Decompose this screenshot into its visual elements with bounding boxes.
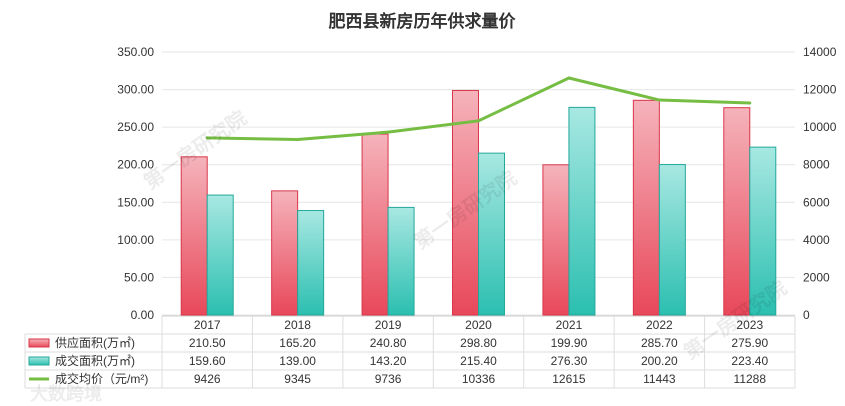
price-point — [205, 136, 209, 140]
bar-deal — [297, 210, 325, 316]
y-left-tick-label: 300.00 — [117, 83, 154, 97]
table-cell: 276.30 — [551, 354, 588, 368]
bar-supply — [180, 156, 208, 316]
price-point — [748, 101, 752, 105]
table-cell: 298.80 — [460, 336, 497, 350]
price-point — [296, 137, 300, 141]
bar-deal — [749, 146, 777, 316]
x-tick-label: 2023 — [736, 318, 763, 332]
x-tick-label: 2018 — [284, 318, 311, 332]
table-cell: 139.00 — [279, 354, 316, 368]
bar-supply — [452, 89, 479, 316]
table-cell: 11288 — [734, 372, 767, 386]
bar-supply — [361, 133, 389, 316]
y-left-tick-label: 50.00 — [124, 270, 154, 284]
y-left-tick-label: 100.00 — [117, 233, 154, 247]
y-right-tick-label: 2000 — [803, 270, 830, 284]
legend-swatch — [28, 338, 50, 348]
x-tick-label: 2020 — [465, 318, 492, 332]
table-cell: 165.20 — [279, 336, 316, 350]
y-right-tick-label: 0 — [803, 308, 810, 322]
bar-deal — [478, 152, 505, 316]
logo-watermark: 大数跨境 — [30, 383, 102, 405]
price-point — [567, 76, 571, 80]
y-left-tick-label: 250.00 — [117, 120, 154, 134]
legend-label: 成交面积(万㎡) — [55, 353, 135, 368]
y-left-tick-label: 150.00 — [117, 195, 154, 209]
table-cell: 199.90 — [551, 336, 588, 350]
price-point — [477, 119, 480, 123]
x-tick-label: 2022 — [646, 318, 673, 332]
table-cell: 285.70 — [641, 336, 678, 350]
table-cell: 210.50 — [189, 336, 226, 350]
y-right-tick-label: 8000 — [803, 158, 830, 172]
y-right-tick-label: 10000 — [803, 120, 837, 134]
table-cell: 11443 — [643, 372, 676, 386]
x-tick-label: 2021 — [556, 318, 583, 332]
bar-deal — [206, 194, 234, 316]
bar-supply — [632, 99, 660, 316]
table-cell: 10336 — [462, 372, 496, 386]
table-cell: 143.20 — [370, 354, 407, 368]
bar-deal — [387, 206, 415, 316]
x-tick-label: 2017 — [194, 318, 221, 332]
chart-title: 肥西县新房历年供求量价 — [329, 11, 517, 32]
price-point — [657, 98, 661, 102]
y-right-tick-label: 4000 — [803, 233, 830, 247]
y-right-tick-label: 14000 — [803, 45, 837, 59]
table-cell: 12615 — [552, 372, 586, 386]
y-left-tick-label: 200.00 — [117, 158, 154, 172]
bar-deal — [568, 106, 596, 316]
y-right-tick-label: 12000 — [803, 83, 837, 97]
table-cell: 223.40 — [731, 354, 768, 368]
table-cell: 9345 — [284, 372, 311, 386]
bar-supply — [723, 107, 751, 316]
y-left-tick-label: 0.00 — [131, 308, 155, 322]
legend-swatch — [28, 356, 50, 366]
bar-deal — [658, 164, 686, 316]
legend-label: 成交均价（元/m²) — [55, 371, 148, 386]
y-left-tick-label: 350.00 — [117, 45, 154, 59]
table-cell: 200.20 — [641, 354, 678, 368]
price-point — [386, 130, 390, 134]
legend-label: 供应面积(万㎡) — [55, 335, 135, 350]
table-cell: 9426 — [194, 372, 221, 386]
y-right-tick-label: 6000 — [803, 195, 830, 209]
table-cell: 275.90 — [731, 336, 768, 350]
table-cell: 159.60 — [189, 354, 226, 368]
bar-supply — [271, 190, 299, 316]
table-cell: 240.80 — [370, 336, 407, 350]
table-cell: 215.40 — [460, 354, 497, 368]
table-cell: 9736 — [375, 372, 402, 386]
bar-supply — [542, 164, 570, 316]
x-tick-label: 2019 — [375, 318, 402, 332]
